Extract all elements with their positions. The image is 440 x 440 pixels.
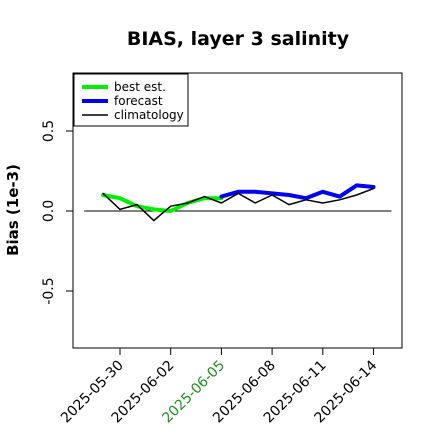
legend-label: climatology xyxy=(114,108,184,122)
legend-label: best est. xyxy=(114,80,166,94)
series-line-best-est xyxy=(101,193,224,213)
series-line-forecast xyxy=(219,183,376,201)
y-axis-label: Bias (1e-3) xyxy=(4,164,22,256)
y-tick-label: 0.5 xyxy=(41,120,57,142)
series-line-climatology xyxy=(102,187,375,222)
legend-label: forecast xyxy=(114,94,163,108)
y-tick-label: 0.0 xyxy=(41,200,57,222)
chart-title: BIAS, layer 3 salinity xyxy=(127,28,350,50)
x-axis: 2025-05-302025-06-022025-06-052025-06-08… xyxy=(58,347,380,426)
series-layer xyxy=(101,183,376,222)
y-axis: -0.5 0.0 0.5 xyxy=(41,120,74,305)
y-tick-label: -0.5 xyxy=(41,277,57,304)
